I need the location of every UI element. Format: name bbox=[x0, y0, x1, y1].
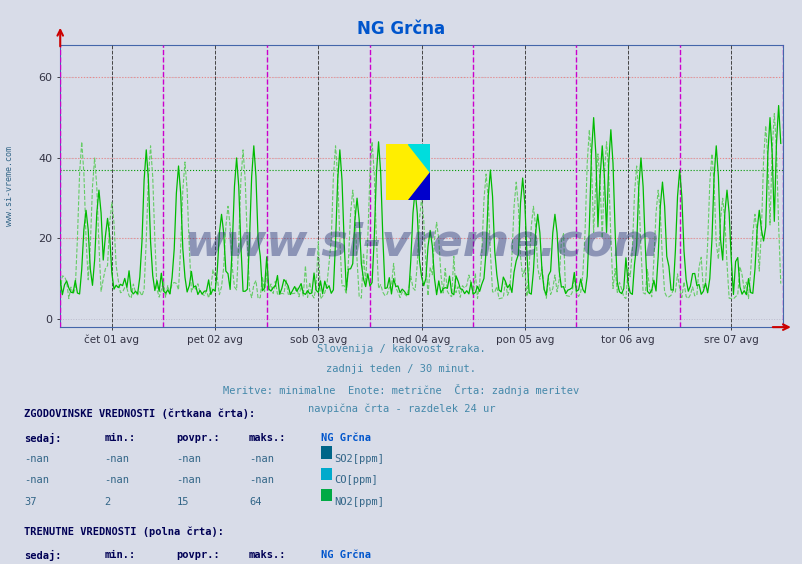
Text: -nan: -nan bbox=[249, 475, 273, 486]
Text: CO[ppm]: CO[ppm] bbox=[334, 475, 377, 486]
Text: www.si-vreme.com: www.si-vreme.com bbox=[184, 221, 658, 264]
Text: min.:: min.: bbox=[104, 550, 136, 561]
Text: povpr.:: povpr.: bbox=[176, 550, 220, 561]
Text: -nan: -nan bbox=[176, 454, 201, 464]
Text: NG Grčna: NG Grčna bbox=[357, 20, 445, 38]
Text: -nan: -nan bbox=[176, 475, 201, 486]
Text: www.si-vreme.com: www.si-vreme.com bbox=[5, 146, 14, 226]
Text: -nan: -nan bbox=[24, 454, 49, 464]
Text: povpr.:: povpr.: bbox=[176, 433, 220, 443]
Text: maks.:: maks.: bbox=[249, 550, 286, 561]
Text: Slovenija / kakovost zraka.: Slovenija / kakovost zraka. bbox=[317, 344, 485, 354]
Text: maks.:: maks.: bbox=[249, 433, 286, 443]
Text: min.:: min.: bbox=[104, 433, 136, 443]
Text: -nan: -nan bbox=[249, 454, 273, 464]
Text: sedaj:: sedaj: bbox=[24, 433, 62, 444]
Text: 15: 15 bbox=[176, 497, 189, 507]
Text: -nan: -nan bbox=[104, 475, 129, 486]
Polygon shape bbox=[407, 172, 430, 200]
Polygon shape bbox=[386, 144, 430, 200]
Text: zadnji teden / 30 minut.: zadnji teden / 30 minut. bbox=[326, 364, 476, 374]
Text: 2: 2 bbox=[104, 497, 111, 507]
Text: SO2[ppm]: SO2[ppm] bbox=[334, 454, 383, 464]
Text: NO2[ppm]: NO2[ppm] bbox=[334, 497, 383, 507]
Text: -nan: -nan bbox=[104, 454, 129, 464]
Text: NG Grčna: NG Grčna bbox=[321, 433, 371, 443]
Polygon shape bbox=[407, 144, 430, 172]
Text: Meritve: minimalne  Enote: metrične  Črta: zadnja meritev: Meritve: minimalne Enote: metrične Črta:… bbox=[223, 384, 579, 395]
Text: NG Grčna: NG Grčna bbox=[321, 550, 371, 561]
Text: TRENUTNE VREDNOSTI (polna črta):: TRENUTNE VREDNOSTI (polna črta): bbox=[24, 527, 224, 537]
Text: sedaj:: sedaj: bbox=[24, 550, 62, 562]
Text: 37: 37 bbox=[24, 497, 37, 507]
Text: ZGODOVINSKE VREDNOSTI (črtkana črta):: ZGODOVINSKE VREDNOSTI (črtkana črta): bbox=[24, 409, 255, 420]
Text: -nan: -nan bbox=[24, 475, 49, 486]
Text: 64: 64 bbox=[249, 497, 261, 507]
Text: navpična črta - razdelek 24 ur: navpična črta - razdelek 24 ur bbox=[307, 403, 495, 414]
